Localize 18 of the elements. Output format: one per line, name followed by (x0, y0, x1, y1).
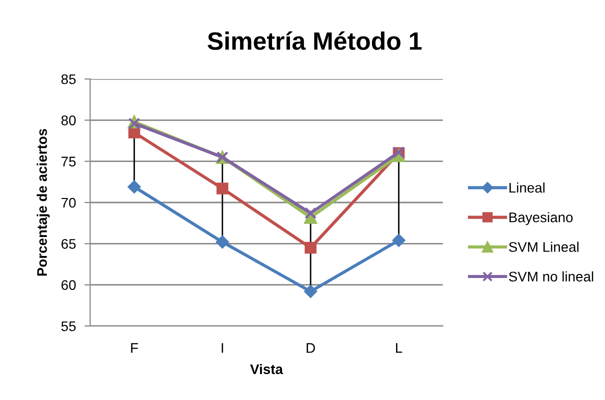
x-tick-label: L (396, 343, 402, 353)
legend-label: Bayesiano (509, 212, 573, 226)
y-tick-label: 85 (61, 74, 76, 84)
x-tick-label: I (222, 343, 224, 353)
y-tick-label: 55 (61, 321, 76, 332)
legend-label: Lineal (509, 182, 544, 193)
chart-title: Simetría Método 1 (208, 31, 422, 50)
y-axis-title: Porcentaje de aciertos (36, 128, 50, 276)
y-tick-label: 60 (62, 280, 76, 290)
x-axis-title: Vista (250, 364, 284, 374)
y-tick-label: 70 (62, 198, 76, 208)
y-tick-label: 80 (61, 116, 76, 126)
y-tick-label: 75 (62, 156, 76, 167)
legend-label: SVM Lineal (508, 242, 578, 252)
y-tick-label: 65 (62, 239, 76, 249)
legend-label: SVM no lineal (508, 271, 594, 282)
x-tick-label: F (131, 343, 138, 353)
x-tick-label: D (306, 343, 315, 353)
